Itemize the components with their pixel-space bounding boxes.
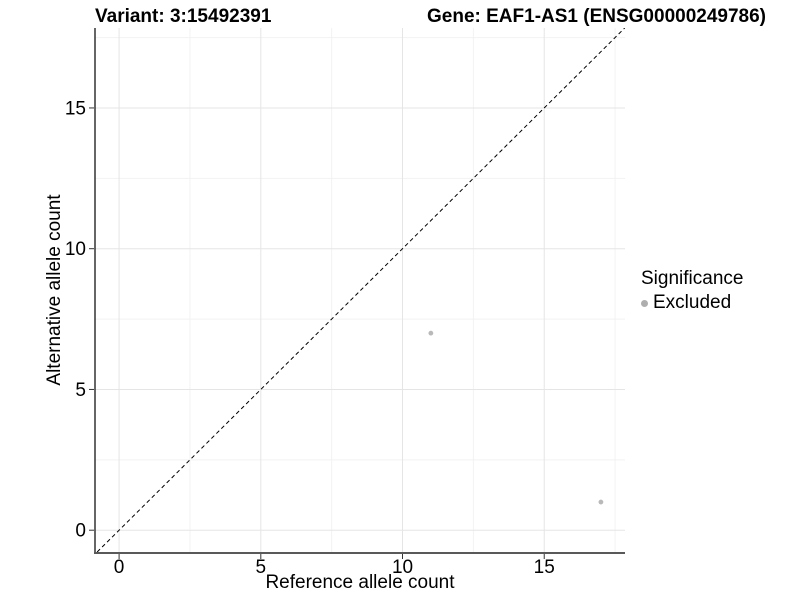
x-tick-label: 0 xyxy=(114,557,125,578)
y-tick-label: 10 xyxy=(65,239,86,260)
excluded-point-icon xyxy=(641,299,648,307)
variant-title: Variant: 3:15492391 xyxy=(95,6,272,27)
identity-line xyxy=(95,28,625,553)
legend-item-label: Excluded xyxy=(653,292,732,313)
y-tick-label: 5 xyxy=(75,380,86,401)
y-tick-label: 15 xyxy=(65,98,86,119)
x-tick-label: 15 xyxy=(534,557,555,578)
gene-title: Gene: EAF1-AS1 (ENSG00000249786) xyxy=(427,6,766,27)
data-point xyxy=(428,330,434,336)
x-tick-label: 10 xyxy=(392,557,413,578)
data-point xyxy=(598,499,604,505)
legend-item-excluded: Excluded xyxy=(641,292,743,314)
legend-title: Significance xyxy=(641,268,744,289)
y-tick-label: 0 xyxy=(75,521,86,542)
legend: Significance Excluded xyxy=(641,268,743,314)
x-axis-title: Reference allele count xyxy=(265,572,455,593)
y-axis-title: Alternative allele count xyxy=(44,194,65,386)
x-tick-label: 5 xyxy=(256,557,267,578)
